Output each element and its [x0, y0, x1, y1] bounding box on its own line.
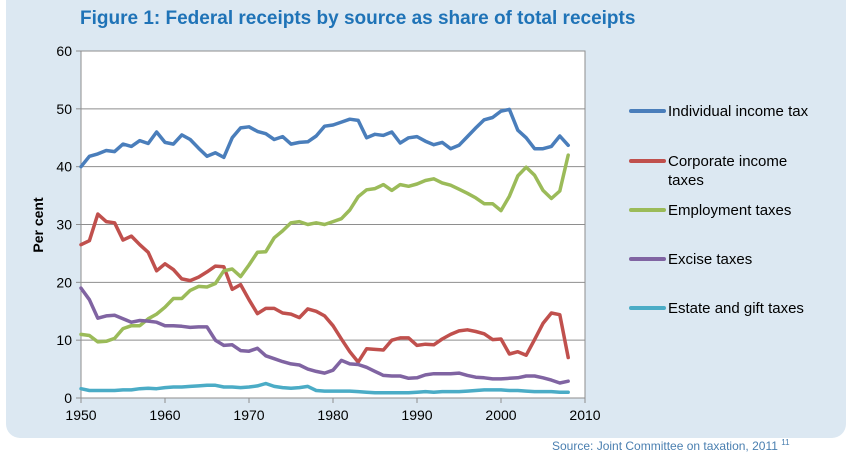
- chart-title: Figure 1: Federal receipts by source as …: [80, 8, 636, 29]
- series-line-1: [79, 212, 570, 364]
- series-line-4: [79, 381, 570, 395]
- y-axis-label: Per cent: [30, 197, 46, 253]
- source-footnote: 11: [781, 438, 790, 447]
- series-line-3: [79, 286, 570, 385]
- x-tick-label: 2010: [569, 407, 600, 423]
- source-text: Source: Joint Committee on taxation, 201…: [552, 439, 778, 453]
- x-tick-label: 1970: [233, 407, 264, 423]
- y-tick-label: 30: [56, 217, 72, 233]
- legend-label: Estate and gift taxes: [668, 300, 804, 317]
- legend-label: Corporate income taxes: [668, 153, 787, 189]
- y-tick-label: 10: [56, 332, 72, 348]
- x-tick-label: 2000: [485, 407, 516, 423]
- legend-label: Excise taxes: [668, 251, 752, 268]
- y-tick-label: 60: [56, 43, 72, 59]
- series-lines: [79, 107, 570, 395]
- source-note: Source: Joint Committee on taxation, 201…: [552, 438, 790, 453]
- series-line-2: [79, 153, 570, 344]
- x-tick-label: 1990: [401, 407, 432, 423]
- legend-label: Individual income tax: [668, 103, 809, 120]
- x-tick-label: 1960: [149, 407, 180, 423]
- y-tick-label: 40: [56, 159, 72, 175]
- series-line-0: [79, 107, 570, 169]
- legend: Individual income tax Corporate income tax…: [629, 103, 809, 317]
- y-axis-ticks: 0 10 20 30 40 50 60: [56, 43, 81, 406]
- y-tick-label: 50: [56, 101, 72, 117]
- y-tick-label: 0: [64, 390, 72, 406]
- legend-label: Employment taxes: [668, 202, 791, 219]
- y-tick-label: 20: [56, 274, 72, 290]
- x-tick-label: 1950: [65, 407, 96, 423]
- x-axis-ticks: 1950 1960 1970 1980 1990 2000 2010: [65, 398, 601, 423]
- x-tick-label: 1980: [317, 407, 348, 423]
